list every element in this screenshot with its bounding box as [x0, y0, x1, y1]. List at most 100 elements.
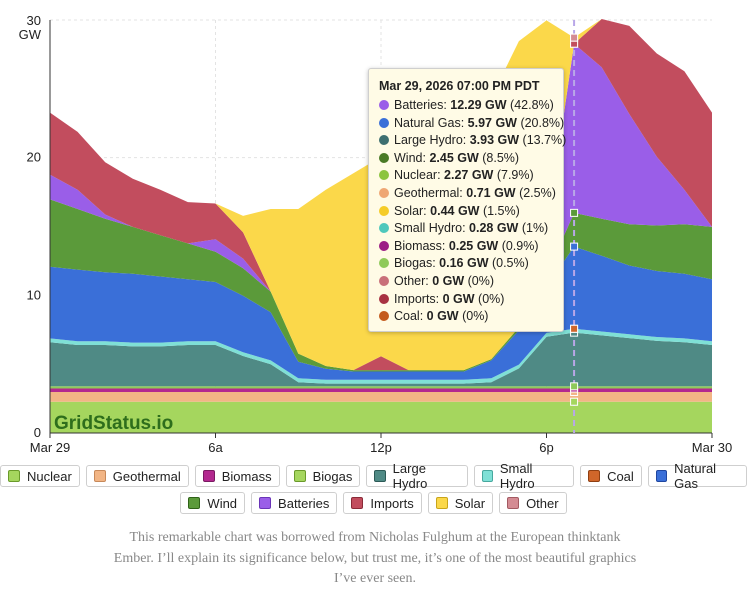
legend-label: Large Hydro: [392, 461, 428, 491]
series-dot-icon: [379, 187, 389, 198]
x-tick-label: 6a: [208, 440, 223, 455]
hover-marker-coal: [570, 324, 579, 333]
tooltip-row: Geothermal: 0.71 GW (2.5%): [379, 185, 556, 203]
tooltip-series-value: 0.44 GW: [430, 203, 480, 218]
area-nuclear: [50, 401, 712, 433]
legend-item-natural-gas[interactable]: Natural Gas: [647, 461, 747, 491]
legend-item-biogas[interactable]: Biogas: [285, 465, 361, 487]
series-dot-icon: [379, 258, 389, 269]
tooltip-series-percent: (0%): [464, 273, 495, 288]
tooltip-series-percent: (8.5%): [478, 150, 520, 165]
legend-swatch-icon: [93, 470, 106, 482]
hover-marker-biogas: [570, 382, 579, 391]
legend-swatch-icon: [374, 470, 386, 482]
tooltip-series-percent: (13.7%): [519, 133, 567, 148]
legend-item-large-hydro[interactable]: Large Hydro: [366, 461, 468, 491]
tooltip-row: Imports: 0 GW (0%): [379, 291, 553, 309]
legend-item-imports[interactable]: Imports: [343, 492, 422, 514]
hover-marker-other: [570, 33, 579, 42]
legend-item-other[interactable]: Other: [499, 492, 567, 514]
y-tick-label: 20: [27, 150, 41, 165]
tooltip-series-value: 3.93 GW: [469, 133, 520, 148]
tooltip-row: Natural Gas: 5.97 GW (20.8%): [379, 115, 564, 133]
series-dot-icon: [379, 275, 389, 286]
legend-swatch-icon: [435, 497, 448, 509]
legend-item-wind[interactable]: Wind: [180, 492, 246, 514]
x-tick-label: 6p: [539, 440, 553, 455]
tooltip-series-percent: (0%): [458, 309, 489, 324]
series-dot-icon: [379, 293, 389, 304]
series-dot-icon: [379, 170, 389, 181]
legend-swatch-icon: [481, 470, 493, 482]
x-tick-label: Mar 30: [692, 440, 732, 455]
series-dot-icon: [379, 100, 389, 110]
x-tick-label: 12p: [370, 440, 392, 455]
legend-label: Batteries: [278, 495, 330, 511]
hover-marker-nuclear: [570, 397, 579, 406]
y-tick-label: 10: [27, 287, 41, 302]
tooltip-series-value: 0 GW: [432, 273, 465, 288]
hover-tooltip: Mar 29, 2026 07:00 PM PDT Batteries: 12.…: [368, 68, 566, 332]
tooltip-row: Solar: 0.44 GW (1.5%): [379, 203, 553, 221]
y-tick-label: 0: [34, 425, 41, 440]
legend-swatch-icon: [259, 497, 272, 509]
area-biomass: [50, 388, 712, 392]
tooltip-series-name: Large Hydro:: [394, 133, 470, 148]
legend-item-batteries[interactable]: Batteries: [251, 492, 338, 514]
legend-swatch-icon: [351, 497, 364, 509]
tooltip-row: Biomass: 0.25 GW (0.9%): [379, 238, 553, 256]
tooltip-series-value: 2.45 GW: [429, 150, 479, 165]
tooltip-series-name: Coal:: [394, 309, 427, 324]
gridstatus-watermark: GridStatus.io: [54, 413, 174, 434]
tooltip-series-percent: (2.5%): [515, 185, 556, 200]
tooltip-row: Small Hydro: 0.28 GW (1%): [379, 220, 553, 238]
area-large-hydro: [50, 332, 712, 387]
tooltip-series-percent: (7.9%): [493, 168, 534, 183]
legend-item-small-hydro[interactable]: Small Hydro: [473, 461, 575, 491]
legend-label: Nuclear: [27, 468, 72, 484]
tooltip-series-name: Biogas:: [394, 256, 440, 271]
tooltip-series-value: 12.29 GW: [450, 98, 507, 112]
tooltip-series-value: 0.28 GW: [469, 221, 519, 236]
legend-swatch-icon: [188, 497, 201, 509]
tooltip-series-percent: (1.5%): [479, 203, 520, 218]
legend-item-geothermal[interactable]: Geothermal: [85, 465, 189, 487]
tooltip-series-name: Batteries:: [394, 98, 451, 112]
series-dot-icon: [379, 205, 389, 216]
tooltip-series-value: 5.97 GW: [467, 115, 517, 130]
series-dot-icon: [379, 152, 389, 163]
legend-swatch-icon: [8, 470, 20, 482]
legend-label: Small Hydro: [499, 461, 535, 491]
tooltip-series-percent: (1%): [518, 221, 549, 236]
x-tick-label: Mar 29: [30, 440, 70, 455]
tooltip-row: Biogas: 0.16 GW (0.5%): [379, 255, 553, 273]
legend-label: Coal: [607, 468, 634, 484]
legend-label: Imports: [370, 495, 414, 511]
legend-item-biomass[interactable]: Biomass: [194, 465, 280, 487]
tooltip-row: Batteries: 12.29 GW (42.8%): [379, 97, 554, 115]
tooltip-row: Other: 0 GW (0%): [379, 273, 553, 291]
legend-item-coal[interactable]: Coal: [580, 465, 642, 487]
legend-swatch-icon: [202, 470, 215, 482]
series-dot-icon: [379, 135, 389, 146]
tooltip-series-value: 0.71 GW: [466, 185, 516, 200]
tooltip-series-name: Solar:: [394, 203, 431, 218]
legend-item-solar[interactable]: Solar: [427, 492, 494, 514]
legend-label: Biogas: [312, 468, 353, 484]
legend-swatch-icon: [655, 470, 668, 482]
tooltip-series-name: Imports:: [394, 291, 443, 306]
area-batteries: [50, 43, 712, 371]
tooltip-row: Large Hydro: 3.93 GW (13.7%): [379, 132, 566, 150]
tooltip-series-percent: (20.8%): [516, 115, 565, 130]
area-natural-gas: [50, 246, 712, 380]
tooltip-series-name: Wind:: [394, 150, 430, 165]
tooltip-series-name: Small Hydro:: [394, 221, 470, 236]
area-biogas: [50, 386, 712, 389]
tooltip-series-percent: (42.8%): [506, 98, 554, 112]
legend-item-nuclear[interactable]: Nuclear: [0, 465, 80, 487]
tooltip-series-name: Natural Gas:: [394, 115, 468, 130]
hover-marker-wind: [570, 208, 579, 217]
tooltip-series-value: 0.25 GW: [448, 238, 499, 253]
tooltip-series-name: Nuclear:: [394, 168, 445, 183]
legend-label: Other: [526, 495, 559, 511]
